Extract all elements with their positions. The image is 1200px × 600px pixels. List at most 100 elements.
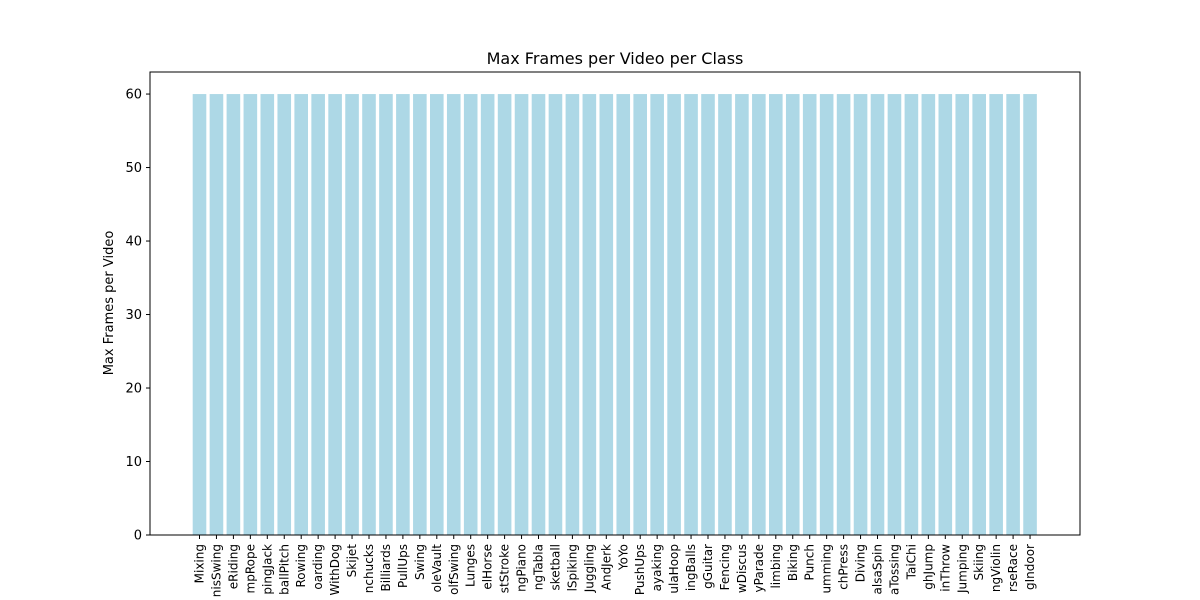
x-tick-label: ngViolin [989, 544, 1003, 592]
bar [243, 94, 258, 536]
bar [633, 94, 647, 536]
x-tick-label: Billiards [379, 544, 393, 592]
bar [616, 94, 631, 536]
bar [548, 94, 563, 536]
bar [430, 94, 444, 536]
bar [328, 94, 342, 536]
bar [514, 94, 529, 536]
bar [802, 94, 817, 536]
x-tick-label: oarding [311, 544, 325, 590]
x-tick-label: inThrow [938, 544, 952, 592]
bar [1023, 94, 1037, 536]
bars-group [192, 94, 1037, 536]
bar [904, 94, 919, 536]
x-tick-label: gIndoor [1023, 544, 1037, 590]
y-tick-label: 30 [125, 308, 142, 323]
x-tick-label: oleVault [430, 544, 444, 593]
y-tick-label: 60 [125, 88, 142, 103]
x-tick-label: Skiing [972, 544, 986, 580]
bar [345, 94, 359, 536]
bar [260, 94, 275, 536]
x-tick-label: AndJerk [599, 544, 613, 590]
bar [362, 94, 376, 536]
x-tick-label: Lunges [464, 544, 478, 587]
bar [294, 94, 308, 536]
bar [752, 94, 766, 536]
bar [379, 94, 393, 536]
bar [989, 94, 1003, 536]
x-tick-label: chPress [837, 544, 851, 590]
bar [769, 94, 783, 536]
x-tick-label: Diving [854, 544, 868, 582]
y-tick-label: 20 [125, 382, 142, 397]
y-tick-label: 50 [125, 161, 142, 176]
x-tick-label: ulaHoop [667, 544, 681, 594]
bar [887, 94, 902, 536]
bar [497, 94, 512, 536]
x-tick-label: Fencing [718, 544, 732, 590]
x-tick-label: yParade [752, 544, 766, 592]
bar [701, 94, 715, 536]
x-tick-label: Biking [786, 544, 800, 581]
x-tick-label: aTossing [887, 544, 901, 595]
bar [972, 94, 986, 536]
x-tick-label: lSpiking [565, 544, 579, 591]
x-tick-label: PushUps [633, 544, 647, 595]
x-tick-label: ingBalls [684, 544, 698, 591]
bar [531, 94, 546, 536]
bar [955, 94, 970, 536]
bar [413, 94, 427, 536]
x-tick-label: wDiscus [735, 544, 749, 593]
bar [192, 94, 207, 536]
x-tick-label: nisSwing [209, 544, 223, 597]
bar [582, 94, 597, 536]
y-tick-label: 10 [125, 455, 142, 470]
x-tick-label: ayaking [650, 544, 664, 591]
bar [463, 94, 478, 536]
bar [921, 94, 936, 536]
bar [480, 94, 495, 536]
bar [735, 94, 749, 536]
bar [277, 94, 292, 536]
bar [785, 94, 800, 536]
bar [311, 94, 325, 536]
x-tick-label: ngTabla [532, 544, 546, 590]
x-tick-label: olfSwing [447, 544, 461, 595]
x-tick-label: Swing [413, 544, 427, 580]
bar [870, 94, 885, 536]
x-tick-label: WithDog [328, 544, 342, 595]
x-tick-label: YoYo [616, 544, 630, 571]
bar [446, 94, 461, 536]
x-tick-label: Punch [803, 544, 817, 580]
x-tick-label: PullUps [396, 544, 410, 588]
x-tick-label: Rowing [294, 544, 308, 588]
y-axis-label: Max Frames per Video [102, 231, 117, 376]
x-tick-label: elHorse [481, 544, 495, 590]
bar [938, 94, 953, 536]
bar [1006, 94, 1020, 536]
bar [209, 94, 224, 536]
x-tick-label: stStroke [498, 544, 512, 593]
x-tick-label: umming [820, 544, 834, 594]
x-tick-label: Skijet [345, 544, 359, 578]
bar [396, 94, 410, 536]
x-tick-label: ghJump [921, 544, 935, 590]
bar [684, 94, 698, 536]
x-tick-label: ballPitch [277, 544, 291, 595]
x-tick-label: Mixing [193, 544, 207, 583]
bar [226, 94, 241, 536]
x-tick-label: alsaSpin [871, 544, 885, 594]
y-axis: 0 10 20 30 40 50 60 [125, 88, 150, 544]
x-tick-label: limbing [769, 544, 783, 589]
y-tick-label: 0 [134, 529, 142, 544]
x-tick-label: ngPiano [515, 544, 529, 592]
bar [565, 94, 580, 536]
x-tick-label: eRiding [226, 544, 240, 589]
x-tick-label: mpRope [243, 544, 257, 593]
bar [836, 94, 851, 536]
plot-frame [149, 71, 1081, 536]
bar [667, 94, 681, 536]
x-tick-label: sketball [548, 544, 562, 591]
bar [718, 94, 732, 536]
